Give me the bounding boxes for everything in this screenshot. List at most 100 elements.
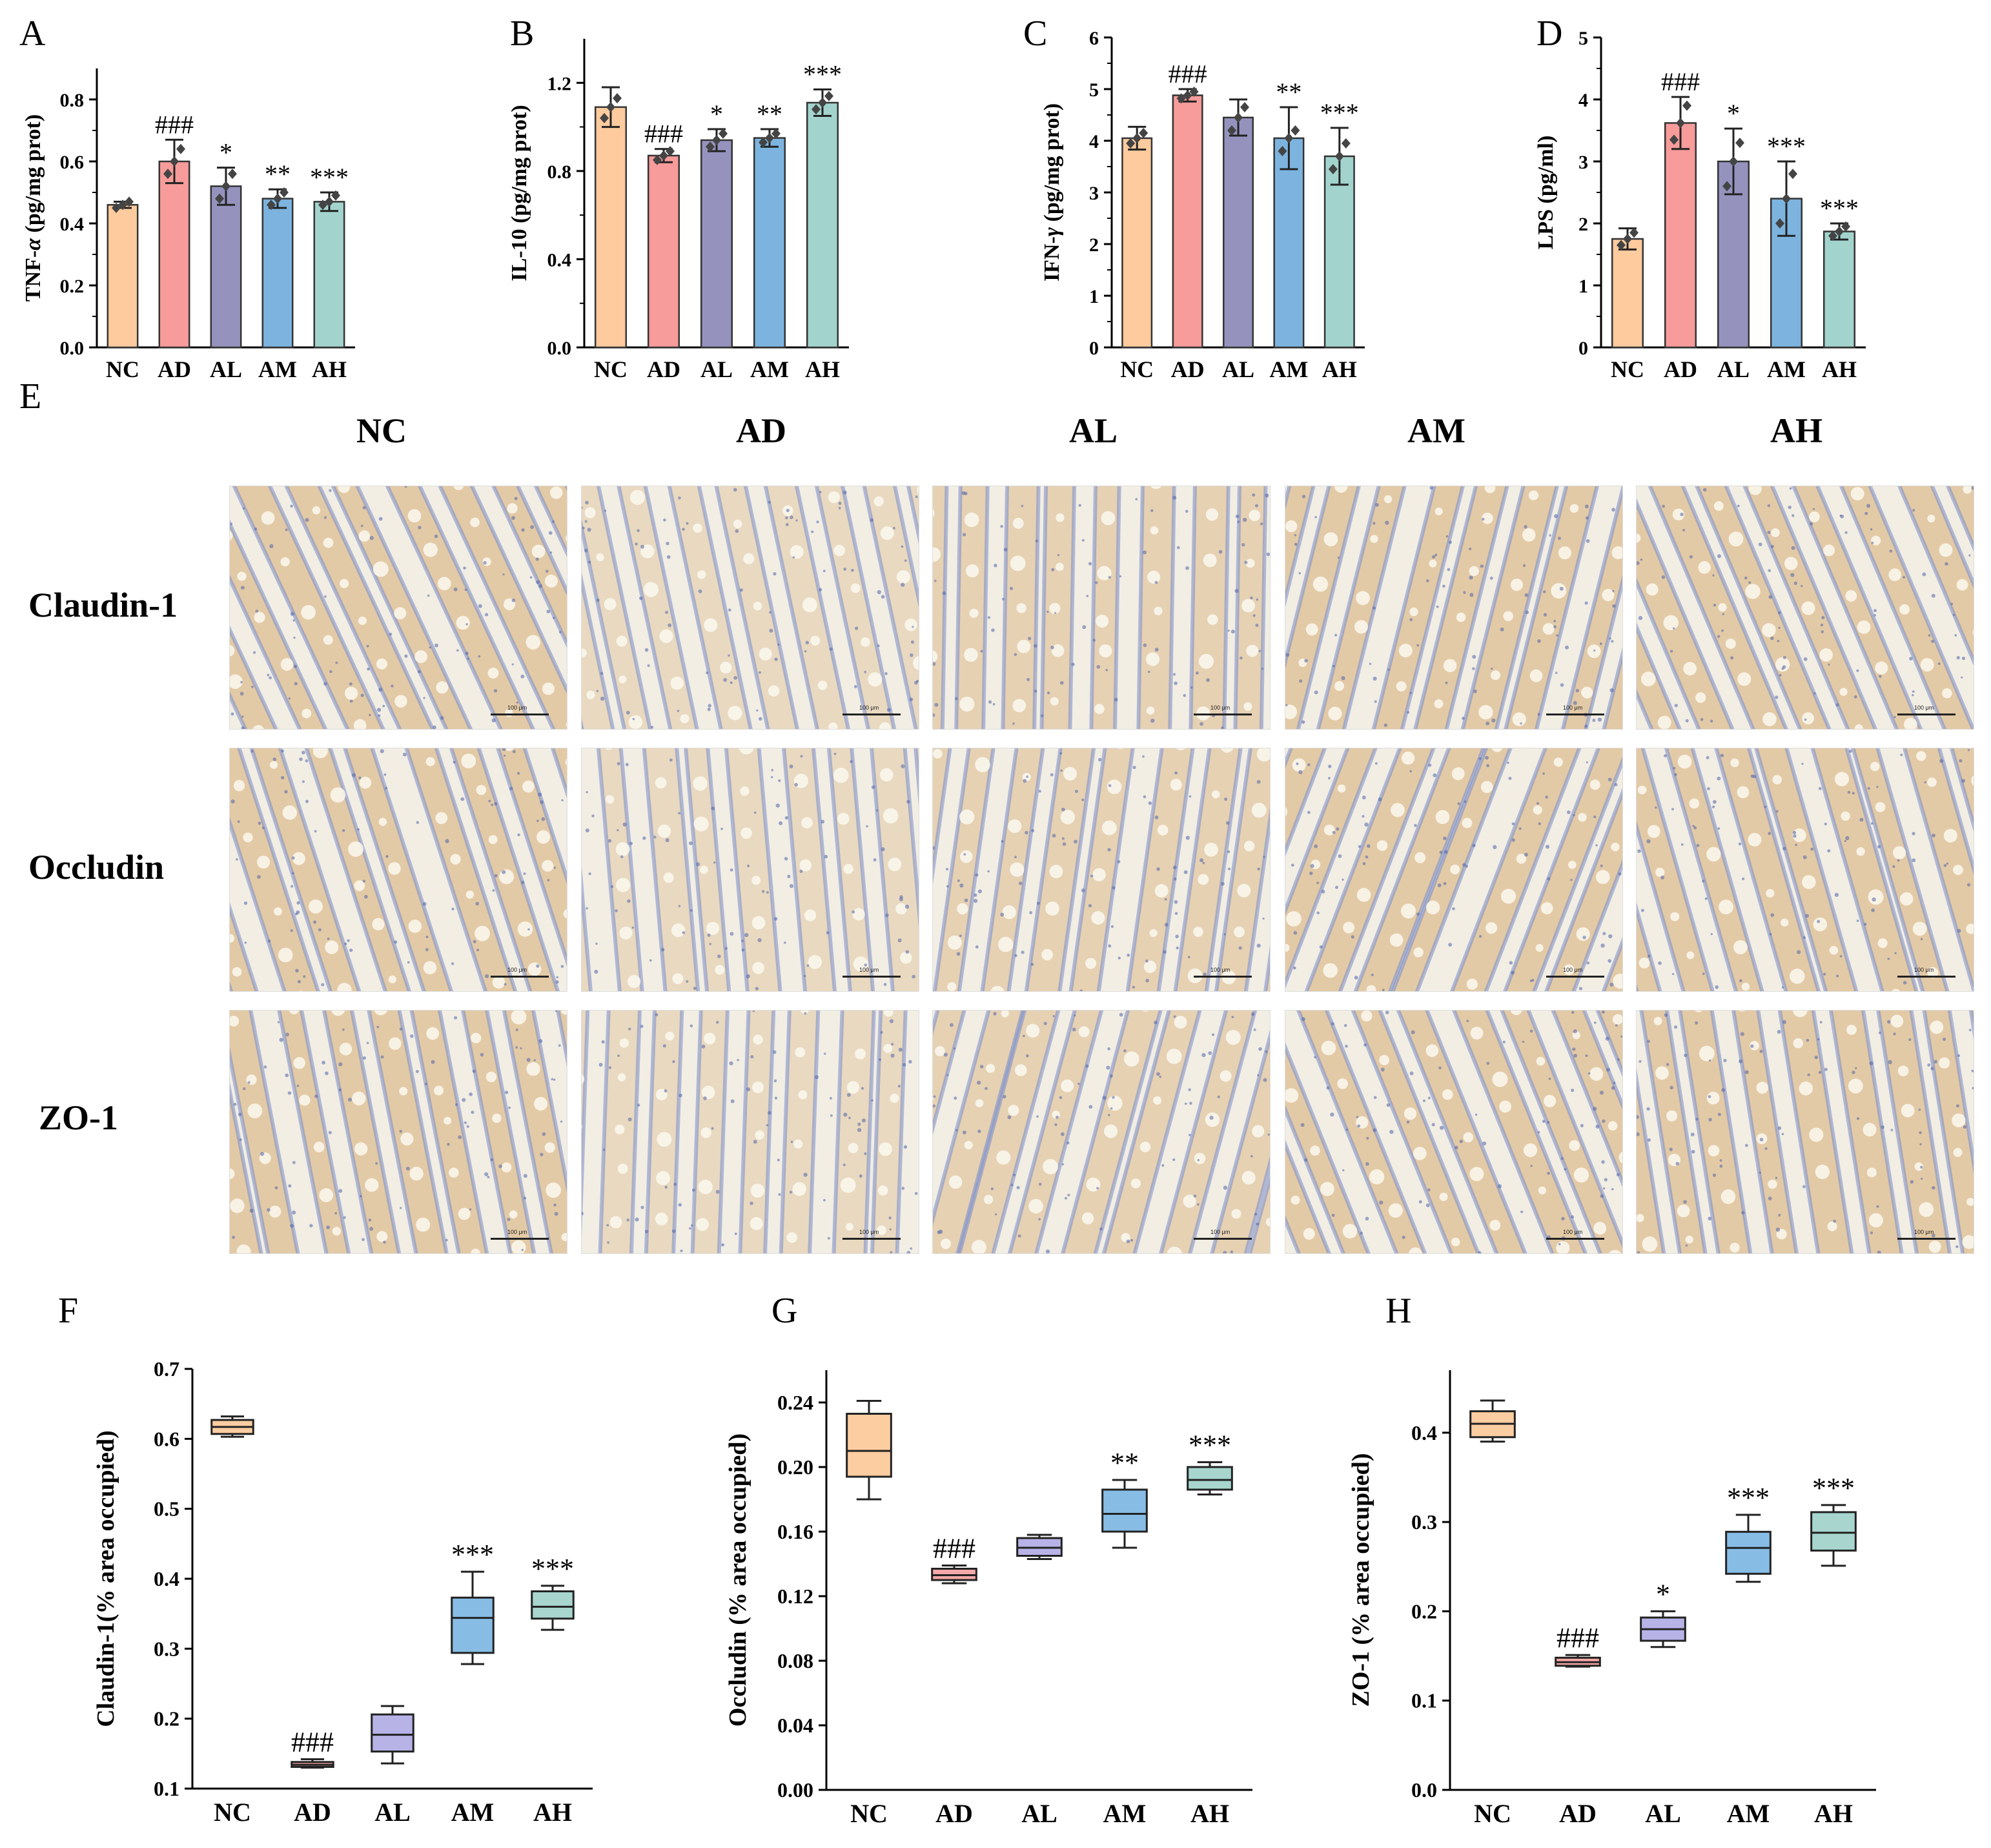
goblet-cell [437, 577, 451, 591]
goblet-cell [1101, 820, 1117, 836]
nucleus [1223, 1186, 1228, 1190]
nucleus [1537, 1131, 1540, 1134]
nucleus [628, 1027, 631, 1031]
nucleus [1021, 504, 1024, 508]
nucleus [1768, 832, 1771, 836]
nucleus [1463, 591, 1466, 594]
goblet-cell [331, 1011, 345, 1016]
villus [309, 1011, 417, 1253]
goblet-cell [699, 865, 708, 874]
bar-ad [1664, 122, 1697, 349]
nucleus [1588, 1072, 1591, 1075]
nucleus [1912, 832, 1915, 836]
nucleus [1174, 899, 1178, 904]
nucleus [1448, 943, 1453, 947]
goblet-cell [1612, 1014, 1622, 1025]
tissue-illustration [933, 1011, 1270, 1253]
goblet-cell [332, 1227, 342, 1236]
data-point [1722, 181, 1731, 192]
y-tick-label: 0.4 [60, 214, 85, 235]
goblet-cell [394, 695, 407, 708]
nucleus [582, 506, 583, 509]
goblet-cell [1147, 570, 1161, 584]
nucleus [232, 1235, 235, 1239]
nucleus [1081, 888, 1085, 892]
panel-letter: B [510, 14, 534, 54]
nucleus [1202, 861, 1205, 865]
nucleus [649, 959, 652, 962]
nucleus [484, 1172, 489, 1176]
nucleus [1939, 759, 1944, 763]
nucleus [467, 657, 469, 660]
goblet-cell [1689, 798, 1700, 809]
nucleus [241, 715, 244, 718]
nucleus [407, 961, 410, 964]
nucleus [708, 704, 712, 708]
nucleus [1918, 1108, 1921, 1111]
goblet-cell [1205, 1112, 1220, 1127]
data-point [606, 101, 615, 112]
goblet-cell [740, 786, 750, 796]
villus [1014, 748, 1107, 991]
nucleus [1189, 1102, 1192, 1105]
goblet-cell [904, 618, 917, 631]
goblet-cell [376, 1231, 388, 1242]
nucleus [1805, 914, 1810, 918]
bar-panel-b: B0.00.40.81.2IL-10 (pg/mg prot)NC###AD*A… [507, 14, 849, 382]
goblet-cell [1576, 927, 1590, 941]
goblet-cell [353, 719, 367, 729]
nucleus [1931, 639, 1935, 643]
goblet-cell [848, 1142, 859, 1153]
goblet-cell [1877, 938, 1888, 949]
nucleus [1560, 1157, 1564, 1160]
nucleus [1176, 946, 1179, 950]
nucleus [1022, 1034, 1025, 1038]
nucleus [790, 515, 793, 520]
nucleus [768, 1111, 771, 1115]
nucleus [1110, 1107, 1113, 1110]
nucleus [1034, 644, 1037, 648]
category-label: AH [1190, 1799, 1229, 1828]
goblet-cell [1578, 813, 1587, 822]
nucleus [1821, 630, 1824, 633]
nucleus [1806, 1038, 1810, 1042]
nucleus [1702, 488, 1707, 492]
nucleus [1342, 878, 1344, 881]
tissue-illustration [582, 486, 919, 729]
nucleus [342, 829, 345, 832]
nucleus [786, 508, 790, 513]
goblet-cell [975, 757, 990, 772]
nucleus [516, 772, 520, 775]
goblet-cell [1310, 1145, 1320, 1156]
nucleus [1573, 814, 1575, 817]
nucleus [1556, 634, 1558, 637]
goblet-cell [1097, 566, 1112, 580]
nucleus [369, 714, 371, 717]
nucleus [979, 1065, 984, 1069]
goblet-cell [1501, 888, 1516, 904]
nucleus [1357, 1124, 1361, 1128]
nucleus [735, 529, 739, 533]
nucleus [347, 1097, 352, 1102]
nucleus [933, 662, 936, 666]
nucleus [890, 1251, 893, 1253]
nucleus [1314, 1056, 1316, 1059]
goblet-cell [879, 722, 891, 729]
villus [1915, 748, 1974, 991]
scale-bar-label: 100 μm [1563, 704, 1583, 711]
goblet-cell [1056, 562, 1064, 571]
nucleus [1108, 784, 1112, 787]
goblet-cell [230, 1016, 240, 1027]
nucleus [254, 527, 258, 531]
goblet-cell [833, 544, 846, 557]
nucleus [1224, 797, 1228, 801]
nucleus [596, 598, 600, 602]
goblet-cell [810, 635, 821, 646]
nucleus [617, 828, 619, 832]
significance-mark: *** [1812, 1472, 1855, 1504]
nucleus [241, 586, 245, 590]
goblet-cell [1762, 623, 1776, 637]
villi-group [230, 1011, 567, 1253]
nucleus [744, 932, 749, 938]
goblet-cell [1051, 644, 1065, 657]
